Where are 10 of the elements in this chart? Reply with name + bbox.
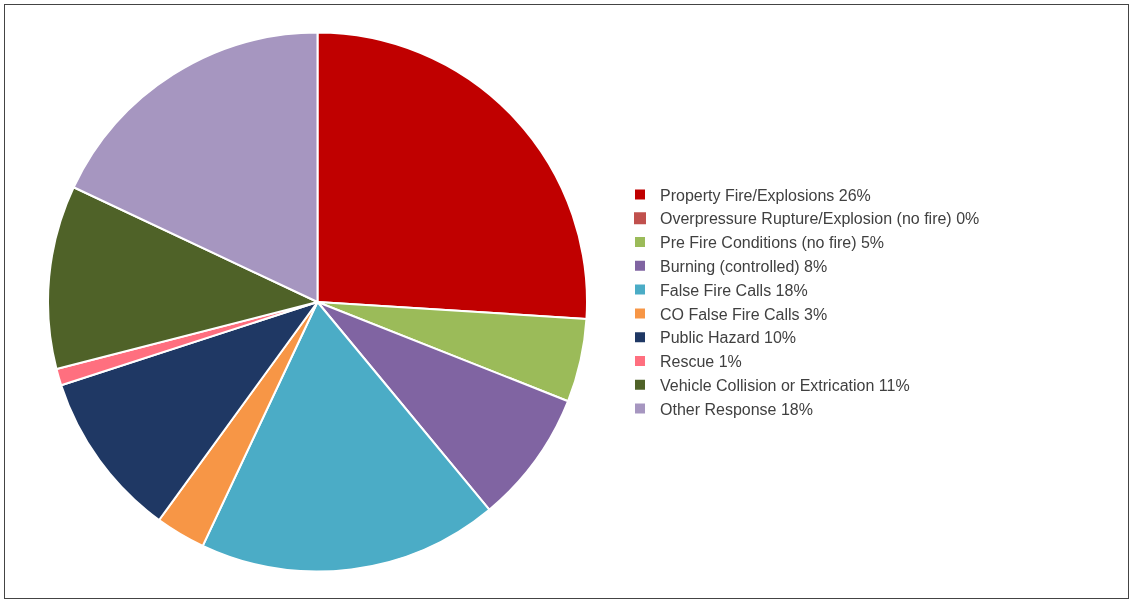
legend-label: Property Fire/Explosions 26%: [660, 186, 871, 204]
legend-label: Overpressure Rupture/Explosion (no fire) 0%: [660, 210, 980, 228]
legend-label: Other Response 18%: [660, 400, 813, 418]
legend-label: CO False Fire Calls 3%: [660, 305, 828, 323]
legend-label: Vehicle Collision or Extrication 11%: [660, 377, 910, 395]
legend-label: Pre Fire Conditions (no fire) 5%: [660, 234, 885, 252]
legend-label: Burning (controlled) 8%: [660, 258, 828, 276]
legend-label: Public Hazard 10%: [660, 329, 797, 347]
legend-label: Rescue 1%: [660, 353, 742, 371]
legend-label: False Fire Calls 18%: [660, 281, 808, 299]
